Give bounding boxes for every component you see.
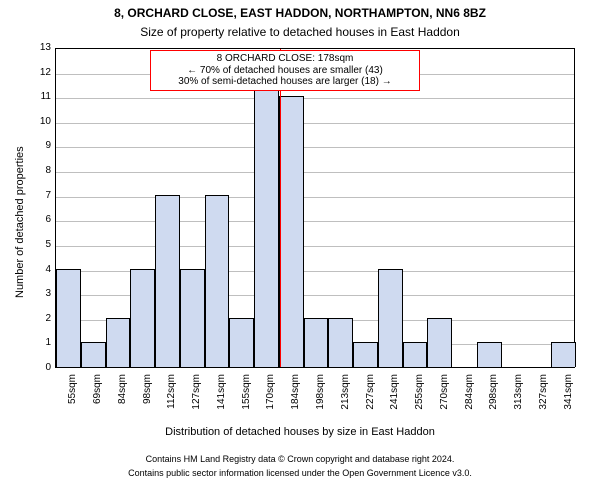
bar	[56, 269, 81, 367]
gridline	[56, 197, 574, 198]
y-tick-label: 3	[27, 288, 51, 299]
callout-line-3: 30% of semi-detached houses are larger (…	[155, 76, 415, 88]
bar	[378, 269, 403, 367]
x-tick-label: 270sqm	[439, 374, 450, 424]
x-tick-label: 98sqm	[142, 374, 153, 424]
y-tick-label: 5	[27, 239, 51, 250]
bar	[254, 72, 279, 367]
bar	[279, 96, 304, 367]
y-tick-label: 2	[27, 313, 51, 324]
gridline	[56, 221, 574, 222]
y-tick-label: 6	[27, 214, 51, 225]
x-tick-label: 284sqm	[464, 374, 475, 424]
chart-title-subtitle: Size of property relative to detached ho…	[0, 25, 600, 39]
x-axis-label: Distribution of detached houses by size …	[0, 426, 600, 438]
x-tick-label: 170sqm	[265, 374, 276, 424]
y-tick-label: 13	[27, 42, 51, 53]
bar	[328, 318, 353, 367]
callout-line-2: ← 70% of detached houses are smaller (43…	[155, 65, 415, 77]
y-tick-label: 1	[27, 337, 51, 348]
y-tick-label: 11	[27, 91, 51, 102]
x-tick-label: 241sqm	[389, 374, 400, 424]
x-tick-label: 184sqm	[290, 374, 301, 424]
chart-title-address: 8, ORCHARD CLOSE, EAST HADDON, NORTHAMPT…	[0, 6, 600, 20]
x-tick-label: 341sqm	[563, 374, 574, 424]
bar	[155, 195, 180, 367]
x-tick-label: 69sqm	[92, 374, 103, 424]
bar	[130, 269, 155, 367]
callout-line-1: 8 ORCHARD CLOSE: 178sqm	[155, 53, 415, 65]
x-tick-label: 227sqm	[365, 374, 376, 424]
gridline	[56, 98, 574, 99]
bar	[180, 269, 205, 367]
gridline	[56, 246, 574, 247]
bar	[205, 195, 230, 367]
y-tick-label: 0	[27, 362, 51, 373]
x-tick-label: 84sqm	[117, 374, 128, 424]
x-tick-label: 298sqm	[488, 374, 499, 424]
bar	[304, 318, 329, 367]
x-tick-label: 213sqm	[340, 374, 351, 424]
bar	[229, 318, 254, 367]
x-tick-label: 112sqm	[166, 374, 177, 424]
y-tick-label: 8	[27, 165, 51, 176]
y-axis-label: Number of detached properties	[14, 146, 26, 298]
callout-box: 8 ORCHARD CLOSE: 178sqm ← 70% of detache…	[150, 50, 420, 91]
footer-line-1: Contains HM Land Registry data © Crown c…	[0, 454, 600, 464]
y-tick-label: 12	[27, 67, 51, 78]
property-marker-line	[280, 49, 281, 367]
x-tick-label: 327sqm	[538, 374, 549, 424]
plot-area	[55, 48, 575, 368]
x-tick-label: 255sqm	[414, 374, 425, 424]
bar	[106, 318, 131, 367]
gridline	[56, 123, 574, 124]
bar	[427, 318, 452, 367]
bar	[551, 342, 576, 367]
y-tick-label: 9	[27, 140, 51, 151]
x-tick-label: 155sqm	[241, 374, 252, 424]
gridline	[56, 147, 574, 148]
chart-container: 8, ORCHARD CLOSE, EAST HADDON, NORTHAMPT…	[0, 0, 600, 500]
y-tick-label: 7	[27, 190, 51, 201]
x-tick-label: 313sqm	[513, 374, 524, 424]
x-tick-label: 198sqm	[315, 374, 326, 424]
bar	[81, 342, 106, 367]
y-tick-label: 4	[27, 264, 51, 275]
y-tick-label: 10	[27, 116, 51, 127]
bar	[403, 342, 428, 367]
footer-line-2: Contains public sector information licen…	[0, 468, 600, 478]
gridline	[56, 172, 574, 173]
x-tick-label: 127sqm	[191, 374, 202, 424]
bar	[353, 342, 378, 367]
x-tick-label: 55sqm	[67, 374, 78, 424]
bar	[477, 342, 502, 367]
x-tick-label: 141sqm	[216, 374, 227, 424]
